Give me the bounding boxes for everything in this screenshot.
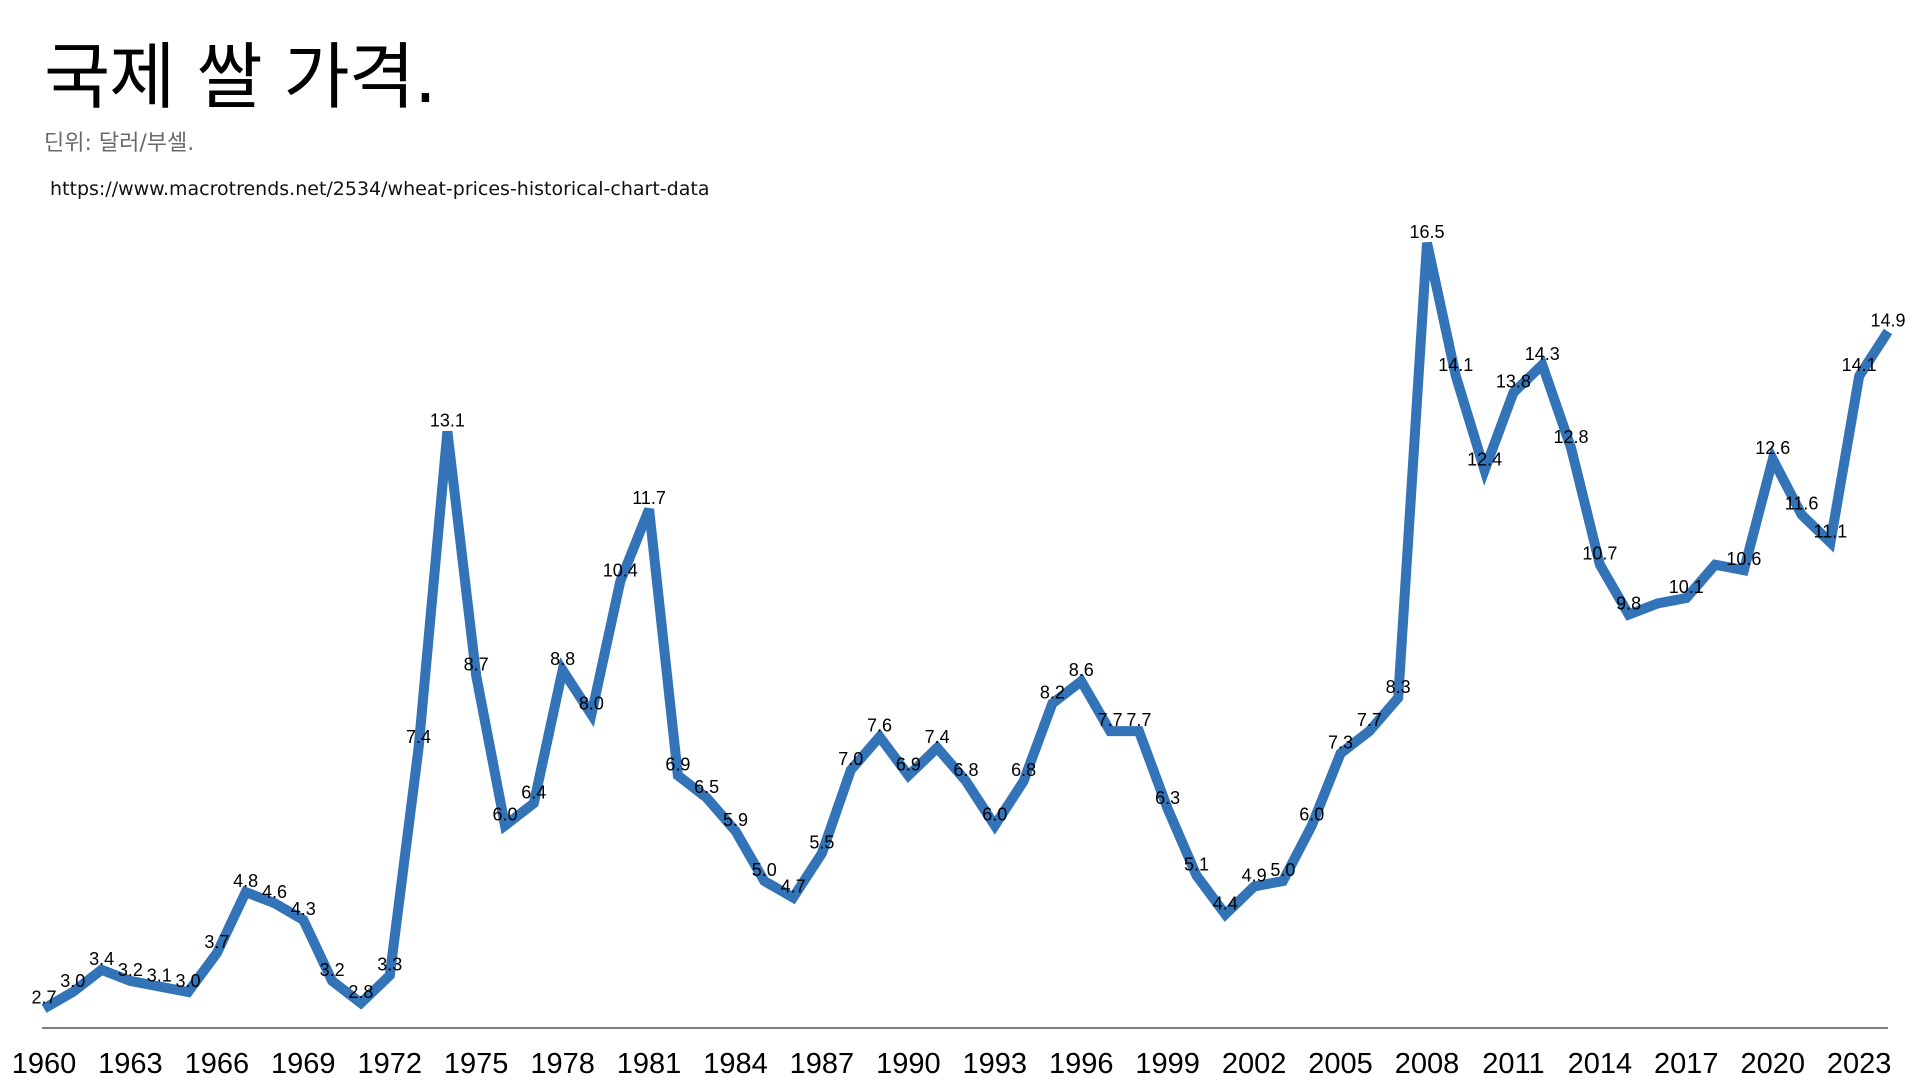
data-label: 10.6 — [1726, 549, 1761, 569]
data-label: 4.7 — [781, 877, 806, 897]
chart-title: 국제 쌀 가격. — [44, 35, 437, 119]
data-label: 12.6 — [1755, 438, 1790, 458]
data-label: 7.0 — [838, 749, 863, 769]
x-tick-label: 1966 — [185, 1048, 250, 1080]
data-label: 8.2 — [1040, 682, 1065, 702]
data-label: 3.2 — [320, 960, 345, 980]
x-tick-label: 1993 — [963, 1048, 1028, 1080]
data-label: 4.4 — [1213, 893, 1238, 913]
data-label: 10.7 — [1582, 544, 1617, 564]
data-label: 10.1 — [1669, 577, 1704, 597]
chart-subtitle: 딘위: 달러/부셀. — [44, 131, 195, 156]
data-label: 14.3 — [1525, 344, 1560, 364]
x-tick-label: 1972 — [357, 1048, 422, 1080]
data-label: 9.8 — [1616, 594, 1641, 614]
x-tick-label: 2017 — [1654, 1048, 1719, 1080]
data-label: 16.5 — [1409, 222, 1444, 242]
data-label: 2.8 — [348, 982, 373, 1002]
data-label: 11.1 — [1814, 521, 1848, 541]
data-label: 12.8 — [1554, 427, 1589, 447]
data-label: 3.3 — [377, 954, 402, 974]
data-label: 7.4 — [925, 727, 950, 747]
data-label: 5.5 — [809, 832, 834, 852]
data-label: 5.1 — [1184, 854, 1209, 874]
data-label: 13.1 — [430, 410, 465, 430]
x-tick-label: 1978 — [530, 1048, 595, 1080]
data-label: 11.7 — [632, 488, 666, 508]
data-label: 14.9 — [1870, 311, 1905, 331]
data-label: 7.3 — [1328, 732, 1353, 752]
x-tick-label: 2023 — [1827, 1048, 1892, 1080]
data-label: 6.9 — [896, 755, 921, 775]
x-axis-ticks: 1960 1963 1966 1969 1972 1975 1978 1981 1984 1987… — [12, 1048, 1892, 1080]
x-tick-label: 1996 — [1049, 1048, 1114, 1080]
data-label: 6.9 — [665, 755, 690, 775]
x-tick-label: 2008 — [1395, 1048, 1460, 1080]
data-label: 8.6 — [1069, 660, 1094, 680]
data-label: 4.9 — [1242, 866, 1267, 886]
data-label: 8.7 — [464, 655, 489, 675]
data-label: 12.4 — [1467, 449, 1502, 469]
data-label: 4.6 — [262, 882, 287, 902]
data-label: 5.0 — [1270, 860, 1295, 880]
data-label: 14.1 — [1438, 355, 1473, 375]
data-label: 6.0 — [1299, 805, 1324, 825]
x-tick-label: 1987 — [790, 1048, 855, 1080]
data-label: 6.5 — [694, 777, 719, 797]
x-tick-label: 2020 — [1740, 1048, 1805, 1080]
x-tick-label: 2014 — [1568, 1048, 1633, 1080]
x-tick-label: 1969 — [271, 1048, 336, 1080]
data-label: 8.3 — [1386, 677, 1411, 697]
x-tick-label: 1984 — [703, 1048, 768, 1080]
data-label: 6.4 — [521, 782, 546, 802]
data-label: 7.7 — [1098, 710, 1123, 730]
data-label: 6.3 — [1155, 788, 1180, 808]
x-tick-label: 2011 — [1482, 1048, 1544, 1080]
data-label: 14.1 — [1842, 355, 1877, 375]
data-label: 6.0 — [982, 805, 1007, 825]
data-label: 5.0 — [752, 860, 777, 880]
data-label: 7.6 — [867, 716, 892, 736]
data-label: 11.6 — [1785, 494, 1819, 514]
x-tick-label: 1975 — [444, 1048, 509, 1080]
data-label: 4.8 — [233, 871, 258, 891]
x-tick-label: 2002 — [1222, 1048, 1287, 1080]
data-label: 4.3 — [291, 899, 316, 919]
data-label: 3.2 — [118, 960, 143, 980]
x-tick-label: 1960 — [12, 1048, 77, 1080]
data-label: 7.7 — [1357, 710, 1382, 730]
data-label: 3.0 — [176, 971, 201, 991]
data-label: 2.7 — [31, 988, 56, 1008]
data-label: 3.4 — [89, 949, 114, 969]
x-tick-label: 1990 — [876, 1048, 941, 1080]
series-group — [41, 241, 1893, 1013]
data-labels: 2.73.03.43.2 3.1 3.03.74.84.64.33.22.83.37… — [31, 222, 1905, 1008]
data-label: 3.0 — [60, 971, 85, 991]
data-label: 5.9 — [723, 810, 748, 830]
x-tick-label: 2005 — [1308, 1048, 1373, 1080]
data-label: 8.8 — [550, 649, 575, 669]
data-label: 6.8 — [1011, 760, 1036, 780]
x-tick-label: 1999 — [1135, 1048, 1200, 1080]
data-label: 7.4 — [406, 727, 431, 747]
data-label: 7.7 — [1126, 710, 1151, 730]
data-label: 3.7 — [204, 932, 229, 952]
source-url: https://www.macrotrends.net/2534/wheat-p… — [50, 178, 710, 200]
data-label: 6.8 — [953, 760, 978, 780]
data-label: 8.0 — [579, 694, 604, 714]
x-tick-label: 1963 — [98, 1048, 163, 1080]
data-label: 10.4 — [603, 560, 638, 580]
data-label: 3.1 — [147, 965, 172, 985]
series-line — [41, 241, 1893, 1013]
data-label: 13.8 — [1496, 372, 1531, 392]
x-tick-label: 1981 — [617, 1048, 682, 1080]
data-label: 6.0 — [492, 805, 517, 825]
